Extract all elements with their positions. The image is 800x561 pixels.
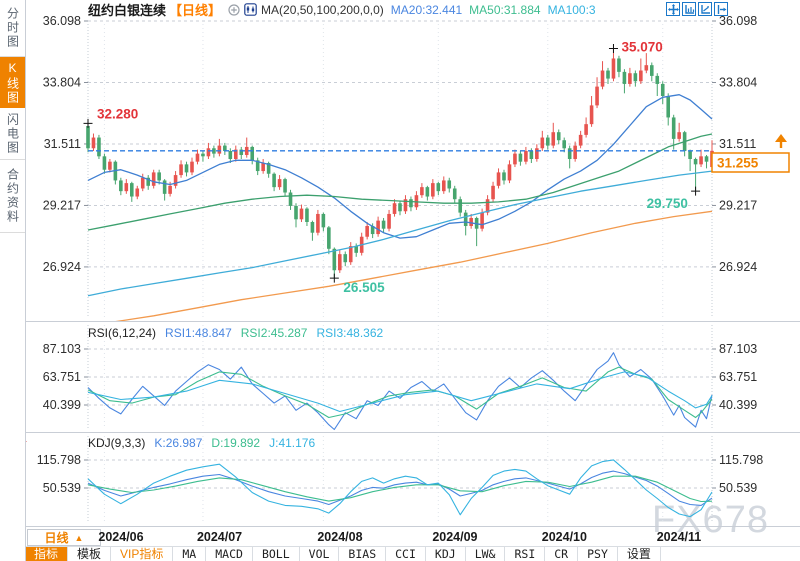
axis-zoom-icon[interactable] bbox=[682, 2, 696, 16]
svg-text:40.399: 40.399 bbox=[43, 398, 81, 412]
kdj-d-value: D:19.892 bbox=[211, 436, 261, 450]
svg-text:40.399: 40.399 bbox=[719, 398, 757, 412]
indicator-tab-BOLL[interactable]: BOLL bbox=[253, 547, 300, 561]
svg-text:115.798: 115.798 bbox=[37, 453, 81, 467]
fx678-watermark: FX678 bbox=[652, 499, 769, 541]
rsi-indicator-chart[interactable]: 87.103 87.103 63.751 63.751 40.399 40.399 bbox=[25, 321, 800, 432]
svg-text:26.924: 26.924 bbox=[43, 260, 81, 274]
crosshair-move-icon[interactable] bbox=[666, 2, 680, 16]
ma100-value: MA100:3 bbox=[547, 2, 596, 17]
svg-text:29.750: 29.750 bbox=[647, 196, 688, 211]
panel-separator bbox=[25, 432, 800, 433]
indicator-tab-MACD[interactable]: MACD bbox=[206, 547, 253, 561]
svg-text:26.924: 26.924 bbox=[719, 260, 757, 274]
ma-settings-label: MA(20,50,100,200,0,0) bbox=[261, 2, 384, 17]
rsi2-value: RSI2:45.287 bbox=[240, 326, 308, 340]
x-axis-label: 2024/08 bbox=[317, 530, 363, 544]
kdj-indicator-chart[interactable]: 115.798 115.798 50.539 50.539 bbox=[25, 432, 800, 526]
kdj-j-value: J:41.176 bbox=[269, 436, 316, 450]
x-axis-label: 2024/11 bbox=[656, 530, 702, 544]
indicator-tab-VIP指标[interactable]: VIP指标 bbox=[111, 547, 174, 561]
panel-separator bbox=[25, 321, 800, 322]
svg-text:32.280: 32.280 bbox=[97, 106, 138, 121]
period-selector-button[interactable]: 日线 ▲ bbox=[27, 529, 101, 546]
x-axis-label: 2024/07 bbox=[196, 530, 243, 544]
svg-text:33.804: 33.804 bbox=[719, 75, 757, 89]
indicator-tab-bar: 指标 模板 VIP指标 MA MACD BOLL VOL BIAS CCI KDJ LW& RSI CR… bbox=[25, 546, 800, 561]
kdj-k-value: K:26.987 bbox=[154, 436, 203, 450]
svg-text:31.255: 31.255 bbox=[717, 156, 759, 171]
x-axis-label: 2024/06 bbox=[98, 530, 144, 544]
chevron-up-icon: ▲ bbox=[74, 532, 84, 543]
add-indicator-icon[interactable] bbox=[228, 3, 240, 16]
svg-text:33.804: 33.804 bbox=[43, 75, 81, 89]
symbol-name: 纽约白银连续 bbox=[88, 3, 167, 18]
rsi3-value: RSI3:48.362 bbox=[316, 326, 384, 340]
svg-text:63.751: 63.751 bbox=[43, 370, 81, 384]
price-candlestick-chart[interactable]: 36.098 36.098 33.804 33.804 31.511 31.511 29.2… bbox=[25, 0, 800, 321]
sidebar-item-2[interactable]: 闪电图 bbox=[0, 108, 25, 160]
indicator-tab-MA[interactable]: MA bbox=[173, 547, 207, 561]
sidebar-item-label: 闪电图 bbox=[5, 112, 20, 155]
svg-text:87.103: 87.103 bbox=[43, 342, 81, 356]
chart-type-sidebar: 分时图 K线图闪电图合约资料 bbox=[0, 0, 26, 561]
indicator-tab-RSI[interactable]: RSI bbox=[505, 547, 546, 561]
kdj-name: KDJ(9,3,3) bbox=[88, 436, 146, 450]
x-axis-label: 2024/10 bbox=[541, 530, 587, 544]
period-selector-label: 日线 bbox=[44, 531, 69, 545]
svg-text:50.539: 50.539 bbox=[719, 481, 757, 495]
indicator-tab-CR[interactable]: CR bbox=[545, 547, 579, 561]
rsi-name: RSI(6,12,24) bbox=[88, 326, 157, 340]
sidebar-item-label: K线图 bbox=[5, 60, 20, 105]
indicator-tab-PSY[interactable]: PSY bbox=[578, 547, 618, 561]
ma20-value: MA20:32.441 bbox=[390, 2, 463, 17]
indicator-tab-VOL[interactable]: VOL bbox=[300, 547, 340, 561]
period-label: 【日线】 bbox=[169, 3, 222, 18]
chart-toolbar-icons bbox=[666, 2, 728, 16]
sidebar-item-3[interactable]: 合约资料 bbox=[0, 160, 25, 233]
svg-text:35.070: 35.070 bbox=[621, 40, 662, 55]
sidebar-item-1[interactable]: K线图 bbox=[0, 57, 25, 108]
svg-text:50.539: 50.539 bbox=[43, 481, 81, 495]
svg-text:29.217: 29.217 bbox=[43, 198, 81, 212]
rsi-header: RSI(6,12,24) RSI1:48.847 RSI2:45.287 RSI… bbox=[88, 326, 383, 340]
svg-text:26.505: 26.505 bbox=[343, 280, 385, 295]
svg-text:36.098: 36.098 bbox=[43, 14, 81, 28]
axis-scale-icon[interactable] bbox=[698, 2, 712, 16]
indicator-tab-CCI[interactable]: CCI bbox=[386, 547, 426, 561]
x-axis-label: 2024/09 bbox=[432, 530, 478, 544]
indicator-tab-LW&[interactable]: LW& bbox=[466, 547, 506, 561]
sidebar-item-label: 分时图 bbox=[5, 7, 20, 49]
indicator-tab-指标[interactable]: 指标 bbox=[25, 547, 69, 561]
svg-text:31.511: 31.511 bbox=[44, 137, 81, 151]
svg-text:31.511: 31.511 bbox=[719, 137, 756, 151]
sidebar-item-label: 合约资料 bbox=[5, 168, 20, 224]
svg-text:36.098: 36.098 bbox=[719, 14, 757, 28]
rsi1-value: RSI1:48.847 bbox=[165, 326, 232, 340]
indicator-tab-KDJ[interactable]: KDJ bbox=[426, 547, 466, 561]
candlestick-type-icon[interactable] bbox=[244, 3, 257, 16]
ma50-value: MA50:31.884 bbox=[469, 2, 541, 17]
svg-text:63.751: 63.751 bbox=[719, 370, 757, 384]
chart-header: 纽约白银连续 【日线】 MA(20,50,100,200,0,0) MA20:3… bbox=[88, 2, 596, 19]
indicator-tab-模板[interactable]: 模板 bbox=[68, 547, 112, 561]
sidebar-item-0[interactable]: 分时图 bbox=[0, 0, 25, 57]
kdj-header: KDJ(9,3,3) K:26.987 D:19.892 J:41.176 bbox=[88, 436, 315, 450]
svg-text:29.217: 29.217 bbox=[719, 198, 757, 212]
x-axis-row: 日线 ▲ 2024/06 2024/07 2024/08 2024/09 2024/10… bbox=[25, 526, 800, 546]
svg-text:115.798: 115.798 bbox=[719, 453, 763, 467]
indicator-tab-BIAS[interactable]: BIAS bbox=[339, 547, 387, 561]
svg-text:87.103: 87.103 bbox=[719, 342, 757, 356]
indicator-tab-设置[interactable]: 设置 bbox=[618, 547, 661, 561]
pan-right-icon[interactable] bbox=[714, 2, 728, 16]
